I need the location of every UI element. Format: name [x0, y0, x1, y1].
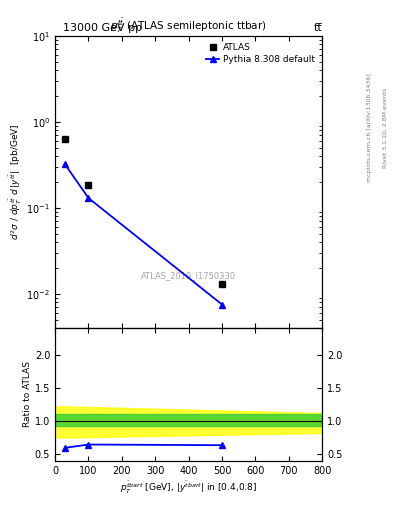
ATLAS: [86, 182, 91, 188]
Line: Pythia 8.308 default: Pythia 8.308 default: [62, 161, 226, 308]
ATLAS: [63, 136, 68, 142]
Y-axis label: $d^2\sigma\ /\ dp^{t\bar{t}}_T\ d\,|y^{t\bar{t}}|$  [pb/GeV]: $d^2\sigma\ /\ dp^{t\bar{t}}_T\ d\,|y^{t…: [7, 124, 24, 240]
Pythia 8.308 default: [220, 302, 224, 308]
Pythia 8.308 default: [63, 161, 68, 167]
Text: tt̅: tt̅: [314, 23, 322, 33]
Legend: ATLAS, Pythia 8.308 default: ATLAS, Pythia 8.308 default: [203, 40, 318, 67]
Text: 13000 GeV pp: 13000 GeV pp: [63, 23, 142, 33]
X-axis label: $p^{\bar{t}bar{t}}_T$ [GeV], $|y^{\bar{t}bar{t}}|$ in [0.4,0.8]: $p^{\bar{t}bar{t}}_T$ [GeV], $|y^{\bar{t…: [120, 480, 257, 496]
Title: $p_T^{t\bar{t}}$ (ATLAS semileptonic ttbar): $p_T^{t\bar{t}}$ (ATLAS semileptonic ttb…: [110, 17, 267, 35]
Text: mcplots.cern.ch [arXiv:1306.3436]: mcplots.cern.ch [arXiv:1306.3436]: [367, 74, 372, 182]
Pythia 8.308 default: [86, 195, 91, 201]
ATLAS: [220, 281, 224, 287]
Line: ATLAS: ATLAS: [62, 136, 226, 287]
Text: ATLAS_2019_I1750330: ATLAS_2019_I1750330: [141, 271, 236, 280]
Text: Rivet 3.1.10, 2.8M events: Rivet 3.1.10, 2.8M events: [383, 88, 387, 168]
Y-axis label: Ratio to ATLAS: Ratio to ATLAS: [23, 361, 32, 428]
